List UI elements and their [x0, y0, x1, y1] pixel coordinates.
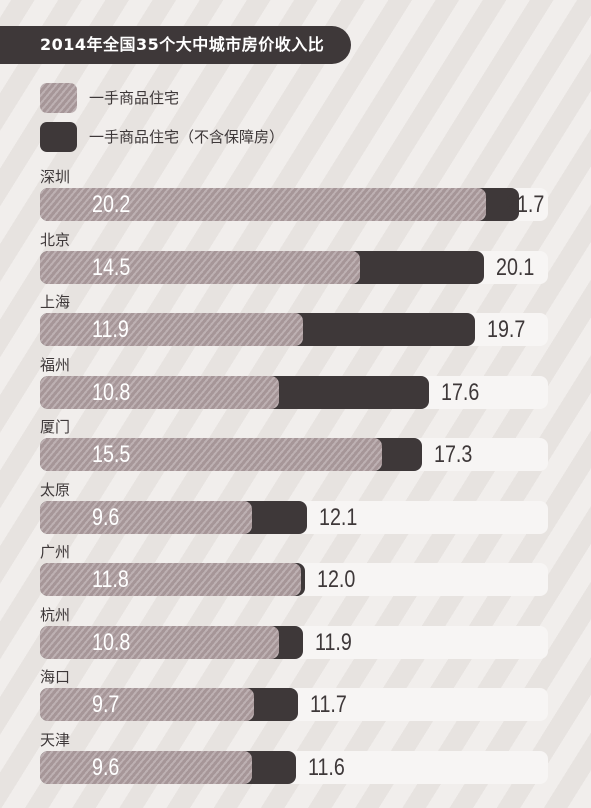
bar-row: 天津 9.6 11.6 [0, 731, 591, 789]
bar-row: 海口 9.7 11.7 [0, 668, 591, 726]
legend-label-main: 一手商品住宅 [89, 89, 180, 107]
value-label-total: 19.7 [487, 316, 526, 343]
value-label-total: 11.9 [314, 629, 352, 656]
category-label: 广州 [40, 543, 71, 561]
value-label-main: 10.8 [92, 379, 131, 406]
legend-swatch-main [40, 83, 77, 113]
value-label-main: 10.8 [92, 629, 131, 656]
bar-main [40, 501, 253, 534]
value-label-main: 9.6 [92, 504, 120, 531]
value-label-total: 21.7 [506, 191, 545, 218]
category-label: 海口 [40, 668, 71, 686]
value-label-total: 17.6 [440, 379, 480, 406]
value-label-main: 11.8 [92, 566, 129, 593]
bar-row: 福州 10.8 17.6 [0, 356, 591, 414]
bar-row: 上海 11.9 19.7 [0, 293, 591, 351]
legend-label-total: 一手商品住宅（不含保障房） [89, 128, 285, 146]
bar-main [40, 313, 303, 346]
legend-swatch-total [40, 122, 77, 152]
bar-main [40, 563, 301, 596]
bar-row: 太原 9.6 12.1 [0, 481, 591, 539]
category-label: 深圳 [40, 168, 71, 186]
value-label-total: 11.6 [308, 754, 346, 781]
bar-main [40, 688, 255, 721]
category-label: 天津 [40, 731, 71, 749]
bar-row: 广州 11.8 12.0 [0, 543, 591, 601]
value-label-main: 14.5 [92, 254, 131, 281]
value-label-main: 9.6 [92, 754, 120, 781]
category-label: 北京 [40, 231, 71, 249]
value-label-total: 12.0 [317, 566, 356, 593]
bar-main [40, 251, 361, 284]
value-label-main: 9.7 [92, 691, 120, 718]
category-label: 杭州 [40, 606, 71, 624]
bar-main [40, 751, 253, 784]
bar-row: 北京 14.5 20.1 [0, 231, 591, 289]
value-label-main: 20.2 [92, 191, 131, 218]
value-label-total: 17.3 [434, 441, 473, 468]
bar-main [40, 188, 487, 221]
category-label: 上海 [40, 293, 71, 311]
bar-main [40, 438, 383, 471]
value-label-total: 20.1 [495, 254, 535, 281]
bar-row: 深圳 20.2 21.7 [0, 168, 591, 226]
category-label: 太原 [40, 481, 71, 499]
value-label-main: 15.5 [92, 441, 131, 468]
value-label-total: 11.7 [310, 691, 348, 718]
bar-row: 厦门 15.5 17.3 [0, 418, 591, 476]
value-label-total: 12.1 [319, 504, 358, 531]
category-label: 厦门 [40, 418, 71, 436]
bar-main [40, 626, 279, 659]
bar-row: 杭州 10.8 11.9 [0, 606, 591, 664]
value-label-main: 11.9 [92, 316, 129, 343]
bar-main [40, 376, 279, 409]
category-label: 福州 [40, 356, 71, 374]
chart-title: 2014年全国35个大中城市房价收入比 [0, 26, 351, 64]
